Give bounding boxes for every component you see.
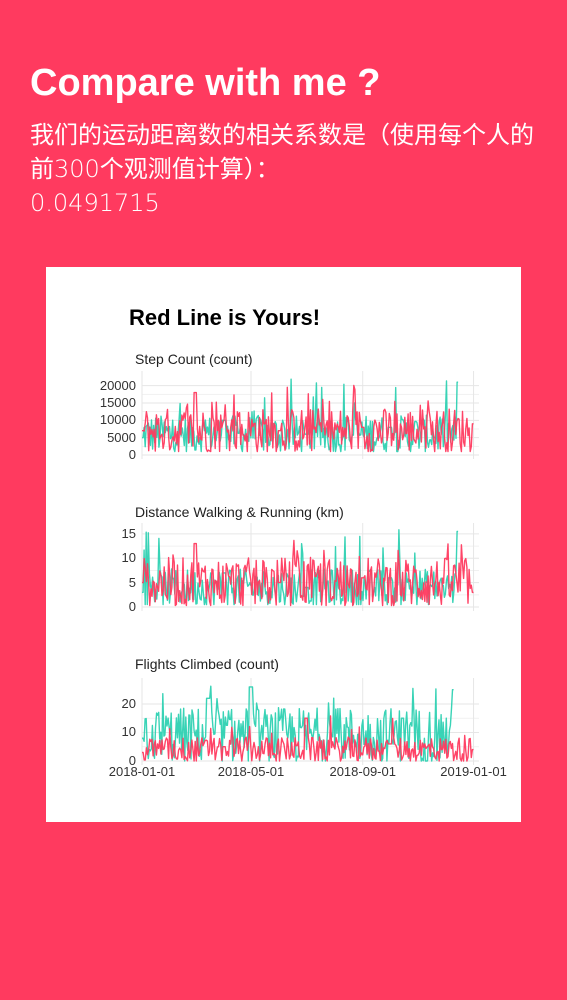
y-tick-label: 10 — [121, 724, 136, 740]
description: 我们的运动距离数的相关系数是（使用每个人的前300个观测值计算）： 0.0491… — [30, 118, 540, 220]
series-line-3-1 — [142, 685, 454, 762]
y-tick-label: 15 — [121, 525, 136, 541]
y-tick-label: 5000 — [107, 429, 136, 445]
y-tick-label: 10 — [121, 550, 136, 566]
y-tick-label: 10000 — [99, 412, 136, 428]
panel-title-3: Flights Climbed (count) — [135, 656, 279, 672]
x-tick-label: 2019-01-01 — [440, 764, 507, 779]
chart-title: Red Line is Yours! — [129, 305, 321, 330]
y-tick-label: 0 — [128, 599, 136, 614]
y-tick-label: 0 — [128, 447, 136, 462]
y-tick-label: 20000 — [99, 377, 136, 393]
chart-svg — [141, 371, 479, 765]
y-tick-label: 5 — [128, 574, 136, 590]
series-line-1-2 — [142, 384, 474, 453]
series-line-3-2 — [142, 715, 474, 762]
x-tick-label: 2018-09-01 — [329, 764, 396, 779]
y-tick-label: 20 — [121, 695, 136, 711]
x-tick-label: 2018-05-01 — [217, 764, 285, 779]
panel-title-1: Step Count (count) — [135, 351, 253, 367]
page-title: Compare with me ? — [30, 62, 381, 104]
description-text: 我们的运动距离数的相关系数是（使用每个人的前300个观测值计算）： — [30, 121, 534, 183]
y-tick-label: 15000 — [99, 395, 136, 410]
correlation-value: 0.0491715 — [30, 189, 160, 217]
panel-title-2: Distance Walking & Running (km) — [135, 504, 344, 520]
chart-card: Red Line is Yours! Step Count (count) 0 50… — [46, 267, 521, 822]
x-tick-label: 2018-01-01 — [108, 764, 176, 779]
y-tick-label: 0 — [128, 753, 136, 768]
series-line-2-2 — [142, 539, 474, 607]
